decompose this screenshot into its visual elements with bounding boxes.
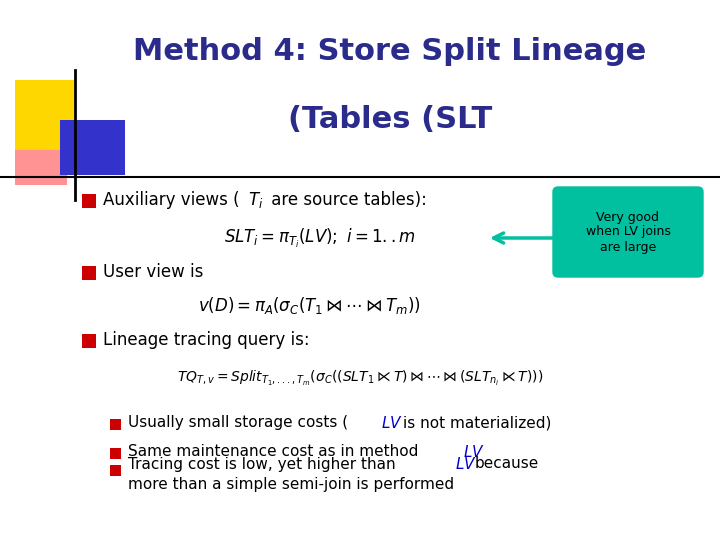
Text: $v(D) = \pi_A(\sigma_C(T_1 \bowtie \cdots \bowtie T_m))$: $v(D) = \pi_A(\sigma_C(T_1 \bowtie \cdot… [199, 294, 421, 315]
Bar [110, 465, 121, 476]
Bar [110, 448, 121, 459]
Bar [82, 194, 96, 208]
Bar [15, 120, 67, 185]
Bar [60, 120, 125, 175]
Text: Same maintenance cost as in method: Same maintenance cost as in method [128, 444, 423, 460]
FancyArrowPatch shape [494, 233, 555, 243]
Text: (Tables (SLT: (Tables (SLT [288, 105, 492, 134]
Text: $TQ_{T,v} = Split_{T_1,...,T_m}(\sigma_C((SLT_1 \ltimes T) \bowtie \cdots \bowti: $TQ_{T,v} = Split_{T_1,...,T_m}(\sigma_C… [177, 368, 543, 388]
Text: $LV$: $LV$ [455, 456, 477, 472]
Text: are source tables):: are source tables): [266, 191, 427, 209]
Text: $SLT_i = \pi_{T_i}(LV);\ i = 1..m$: $SLT_i = \pi_{T_i}(LV);\ i = 1..m$ [224, 226, 416, 249]
Text: because: because [475, 456, 539, 471]
Text: is not materialized): is not materialized) [403, 415, 552, 430]
Text: Tracing cost is low, yet higher than: Tracing cost is low, yet higher than [128, 456, 400, 471]
Bar [82, 334, 96, 348]
Text: Auxiliary views (: Auxiliary views ( [103, 191, 240, 209]
Bar [15, 80, 75, 150]
Text: User view is: User view is [103, 263, 203, 281]
Text: $LV$: $LV$ [463, 444, 485, 460]
Text: Lineage tracing query is:: Lineage tracing query is: [103, 331, 310, 349]
Text: $LV$: $LV$ [381, 415, 402, 431]
Text: $T_i$: $T_i$ [248, 190, 264, 210]
Text: more than a simple semi-join is performed: more than a simple semi-join is performe… [128, 476, 454, 491]
Text: Very good
when LV joins
are large: Very good when LV joins are large [585, 211, 670, 253]
Text: Usually small storage costs (: Usually small storage costs ( [128, 415, 348, 430]
Text: Method 4: Store Split Lineage: Method 4: Store Split Lineage [133, 37, 647, 66]
Bar [82, 266, 96, 280]
Bar [110, 419, 121, 430]
FancyBboxPatch shape [553, 187, 703, 277]
